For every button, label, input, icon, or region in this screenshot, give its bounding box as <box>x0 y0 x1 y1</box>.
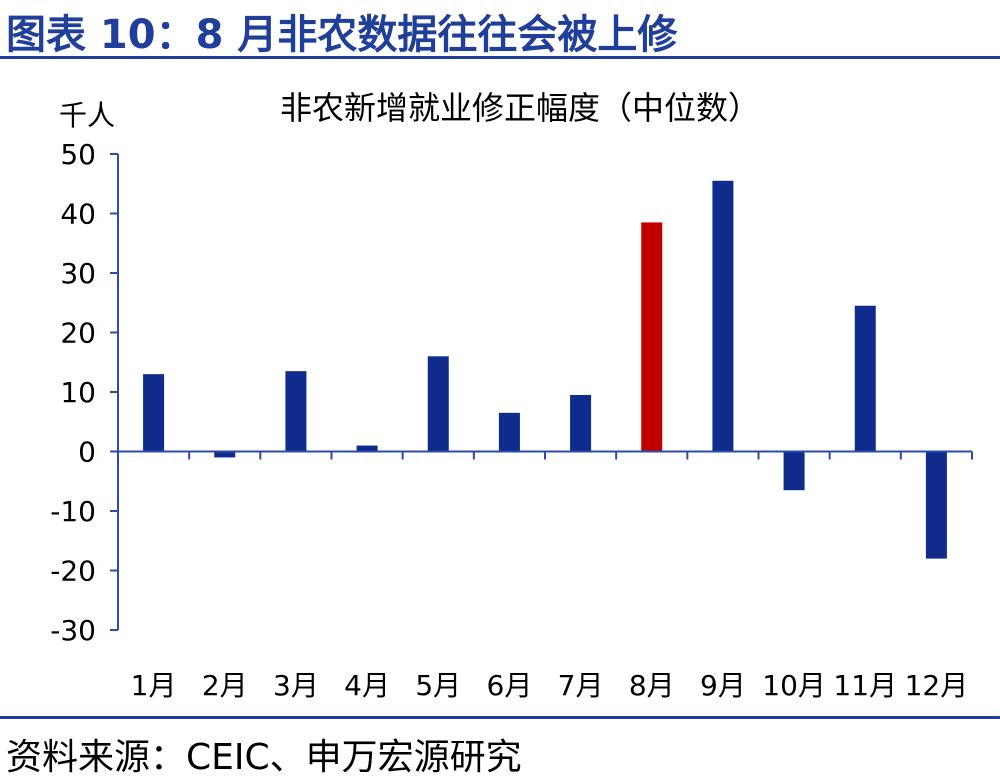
x-tick-label: 11月 <box>833 669 897 702</box>
x-tick-label: 7月 <box>558 669 604 702</box>
y-tick-label: 40 <box>60 198 96 231</box>
bar-1月 <box>143 374 165 452</box>
x-tick-label: 5月 <box>415 669 461 702</box>
y-tick-label: -20 <box>50 555 96 588</box>
y-tick-label: 50 <box>60 138 96 171</box>
bar-6月 <box>498 412 520 452</box>
bar-11月 <box>854 305 876 452</box>
x-tick-label: 9月 <box>700 669 746 702</box>
source-note: 资料来源：CEIC、申万宏源研究 <box>6 737 522 778</box>
bar-12月 <box>925 451 947 559</box>
y-tick-label: 10 <box>60 376 96 409</box>
bar-3月 <box>285 371 307 452</box>
bar-chart: 非农新增就业修正幅度（中位数） 千人 50403020100-10-20-30 … <box>50 89 973 702</box>
bar-9月 <box>712 180 734 452</box>
y-axis-unit: 千人 <box>59 99 115 132</box>
x-tick-label: 2月 <box>202 669 248 702</box>
x-axis: 1月 2月 3月 4月 5月 6月 7月 8月 9月 10月 11月 12月 <box>117 450 973 702</box>
y-tick-label: -30 <box>50 614 96 647</box>
y-tick-label: 30 <box>60 257 96 290</box>
x-tick-label: 3月 <box>273 669 319 702</box>
y-axis: 50 40 30 20 10 0 -10 -20 -30 <box>50 138 119 647</box>
bottom-rule <box>0 716 1000 719</box>
top-rule <box>0 56 1000 59</box>
bar-5月 <box>427 356 449 452</box>
x-tick-label: 1月 <box>131 669 177 702</box>
bar-10月 <box>783 451 805 491</box>
x-tick-label: 4月 <box>344 669 390 702</box>
bar-4月 <box>356 445 378 452</box>
y-tick-label: 0 <box>78 436 96 469</box>
chart-title: 非农新增就业修正幅度（中位数） <box>280 89 760 127</box>
bar-7月 <box>570 394 592 452</box>
x-tick-label: 8月 <box>629 669 675 702</box>
bar-8月 <box>641 222 663 452</box>
bar-series <box>143 180 947 559</box>
y-tick-label: -10 <box>50 495 96 528</box>
x-tick-label: 6月 <box>487 669 533 702</box>
x-tick-label: 10月 <box>762 669 826 702</box>
bar-2月 <box>214 451 236 458</box>
x-tick-label: 12月 <box>905 669 969 702</box>
y-tick-label: 20 <box>60 317 96 350</box>
figure-title: 图表 10：8 月非农数据往往会被上修 <box>6 12 678 58</box>
